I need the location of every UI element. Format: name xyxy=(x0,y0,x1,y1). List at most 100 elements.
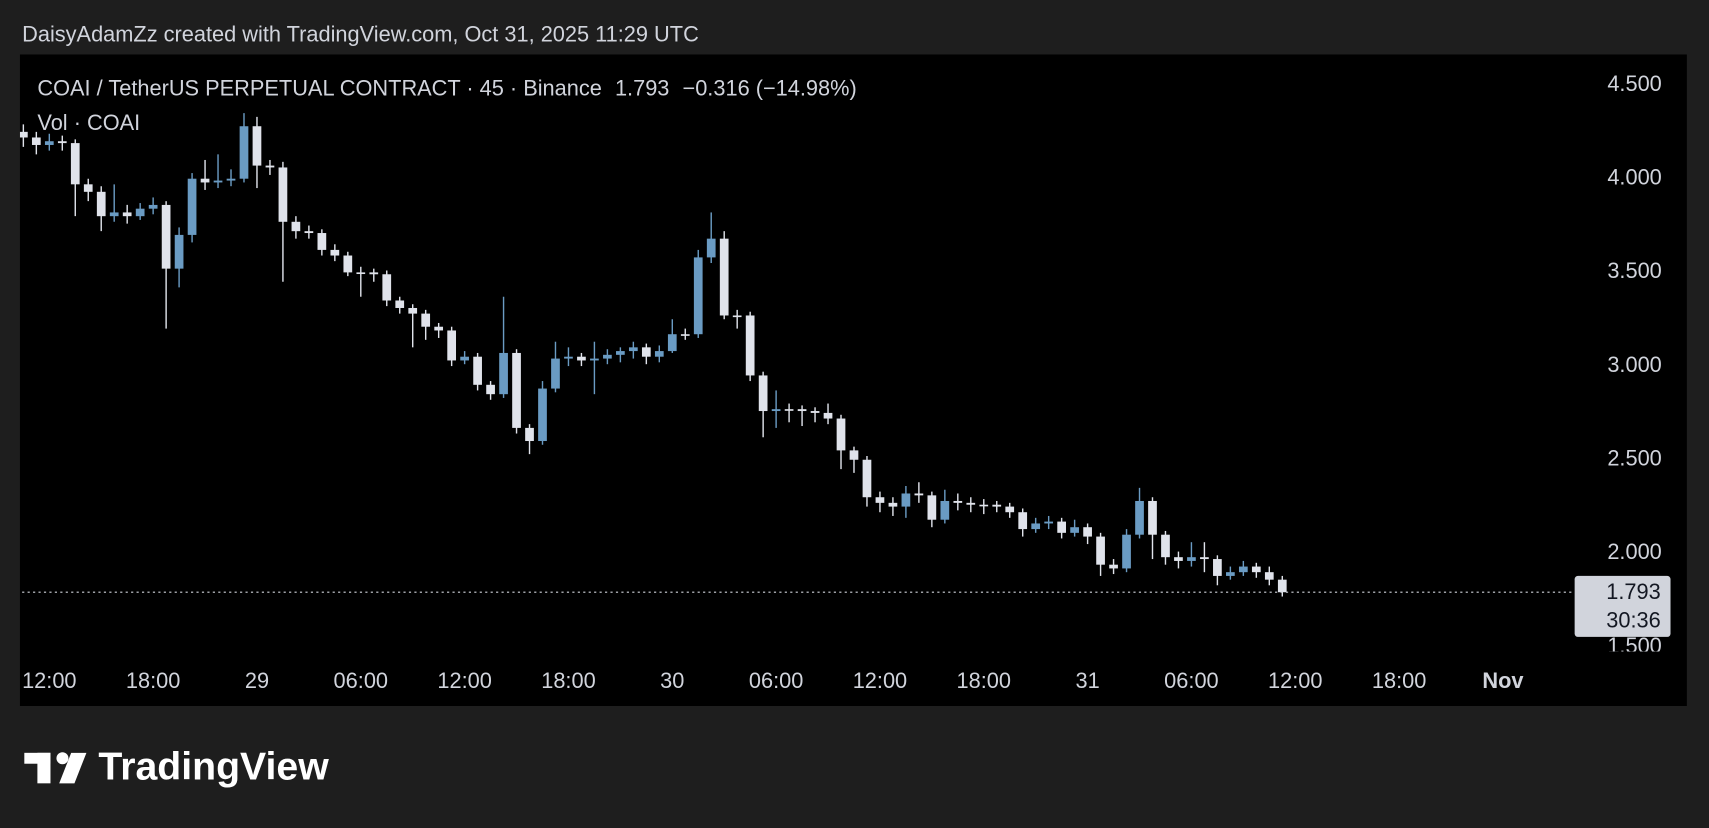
candle-body xyxy=(330,249,340,256)
y-tick-label: 2.000 xyxy=(1607,539,1661,564)
candle-body xyxy=(122,212,132,217)
x-tick-label: 12:00 xyxy=(437,668,491,693)
candle-body xyxy=(1083,527,1092,537)
candle-body xyxy=(174,234,184,269)
candle-body xyxy=(732,315,742,318)
candle-body xyxy=(654,351,664,357)
candle-body xyxy=(265,165,275,168)
candle-body xyxy=(1122,534,1131,569)
volume-label: Vol · COAI xyxy=(37,110,140,135)
candle-body xyxy=(1226,572,1235,576)
candle-body xyxy=(1109,564,1118,569)
candle-body xyxy=(512,352,521,428)
candle-body xyxy=(44,141,54,145)
candle-body xyxy=(706,238,716,258)
candle-body xyxy=(187,178,197,235)
attribution: DaisyAdamZz created with TradingView.com… xyxy=(22,22,699,47)
candle-body xyxy=(628,347,638,352)
brand-logo xyxy=(24,752,87,784)
candle-body xyxy=(1057,521,1067,533)
x-tick-label: 18:00 xyxy=(1372,668,1426,693)
candle-body xyxy=(577,356,586,361)
candle-body xyxy=(1148,500,1157,535)
candle-body xyxy=(1018,512,1028,530)
candle-body xyxy=(1174,557,1183,561)
candle-body xyxy=(135,208,145,217)
brand: TradingView xyxy=(98,745,329,789)
x-tick-label: 29 xyxy=(245,668,269,693)
candle-body xyxy=(888,502,898,507)
chart-panel xyxy=(19,54,1687,706)
candle-body xyxy=(641,347,651,357)
y-tick-label: 4.000 xyxy=(1607,164,1661,189)
candle-body xyxy=(421,313,431,327)
candle-body xyxy=(434,326,444,331)
candle-body xyxy=(252,126,262,166)
last-price-box xyxy=(1574,575,1671,637)
x-tick-label: 06:00 xyxy=(749,668,803,693)
candle-body xyxy=(460,356,469,361)
candle-body xyxy=(1096,536,1105,565)
candle-body xyxy=(940,500,950,520)
candle-body xyxy=(31,137,41,145)
candle-body xyxy=(784,409,794,411)
candle-body xyxy=(1070,527,1079,533)
candle-body xyxy=(953,500,963,503)
candle-body xyxy=(564,356,573,359)
candle-body xyxy=(1277,579,1287,593)
candle-body xyxy=(680,334,690,336)
chart-title: COAI / TetherUS PERPETUAL CONTRACT · 45 … xyxy=(37,75,601,100)
candle-body xyxy=(343,255,353,273)
candle-body xyxy=(693,257,703,335)
candle-body xyxy=(797,409,807,412)
y-tick-label: 1.500 xyxy=(1607,633,1661,658)
candle-body xyxy=(70,143,80,185)
y-tick-label: 2.500 xyxy=(1607,446,1661,471)
price-axis: 1.500 2.000 2.500 3.000 3.500 4.000 4.500 xyxy=(1607,71,1661,658)
candle-body xyxy=(486,384,495,395)
candle-body xyxy=(1044,521,1054,524)
y-tick-label: 3.500 xyxy=(1607,258,1661,283)
candle-body xyxy=(1213,559,1222,576)
candle-body xyxy=(304,231,314,234)
candle-body xyxy=(758,375,768,412)
candle-body xyxy=(83,184,93,192)
candle-body xyxy=(317,233,327,250)
x-tick-label: 12:00 xyxy=(1268,668,1322,693)
candle-body xyxy=(1031,523,1041,530)
candle-body xyxy=(278,167,288,222)
candle-body xyxy=(603,354,612,359)
candle-body xyxy=(499,352,508,395)
candle-body xyxy=(875,497,885,503)
candle-body xyxy=(96,191,106,217)
candle-body xyxy=(291,221,301,232)
candle-body xyxy=(538,388,547,442)
candle-body xyxy=(914,493,924,496)
candle-body xyxy=(382,274,392,301)
candle-body xyxy=(1251,566,1261,573)
candle-body xyxy=(745,315,755,376)
candle-body xyxy=(979,504,989,507)
y-tick-label: 3.000 xyxy=(1607,352,1661,377)
candle-body xyxy=(473,356,482,385)
candle-body xyxy=(200,178,210,183)
candle-body xyxy=(408,307,418,314)
plot-area: 12:00 18:00 29 06:00 12:00 18:00 30 06:00 12:00 1… xyxy=(19,113,1575,693)
x-tick-label: 18:00 xyxy=(541,668,595,693)
candle-body xyxy=(161,204,171,269)
x-tick-label: 12:00 xyxy=(853,668,907,693)
x-tick-label: 18:00 xyxy=(126,668,180,693)
candle-body xyxy=(1161,534,1170,558)
last-price-label: 1.793 xyxy=(1606,579,1660,604)
candle-body xyxy=(901,493,911,507)
candle-body xyxy=(823,412,833,419)
candle-body xyxy=(966,502,976,505)
x-tick-label: 06:00 xyxy=(1164,668,1218,693)
candle-body xyxy=(395,300,405,308)
candle-body xyxy=(810,411,820,413)
candle-body xyxy=(836,418,846,451)
candle-body xyxy=(1187,557,1196,561)
candle-body xyxy=(849,450,859,460)
candle-body xyxy=(616,351,625,355)
